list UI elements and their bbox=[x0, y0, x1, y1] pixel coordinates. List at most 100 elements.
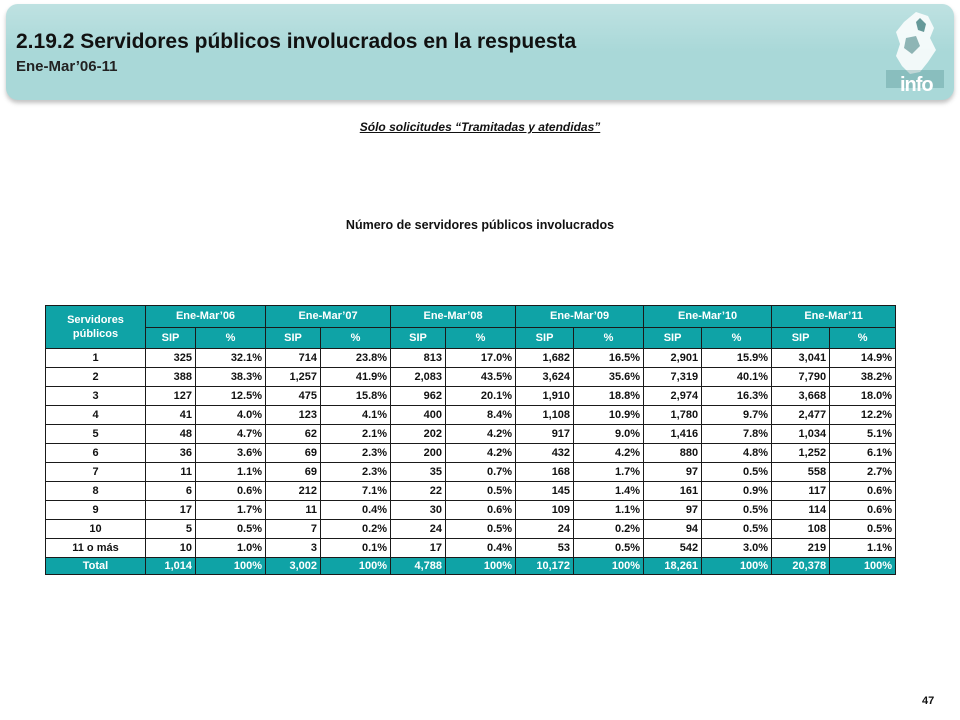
sip-cell: 145 bbox=[515, 481, 575, 501]
percent-cell: 1.7% bbox=[194, 500, 267, 520]
percent-cell: 1.1% bbox=[194, 462, 267, 482]
percent-cell: 1.4% bbox=[573, 481, 645, 501]
page-title: 2.19.2 Servidores públicos involucrados … bbox=[16, 30, 577, 53]
table-row: 4 41 4.0% 123 4.1% 400 8.4% 1,108 10.9% 1,780 9.7%… bbox=[45, 405, 897, 425]
sip-cell: 168 bbox=[515, 462, 575, 482]
sip-cell: 69 bbox=[265, 462, 322, 482]
sip-cell: 10,172 bbox=[515, 557, 575, 575]
period-header: Ene-Mar’07 bbox=[265, 305, 392, 328]
percent-cell: 100% bbox=[320, 557, 392, 575]
percent-cell: 20.1% bbox=[445, 386, 517, 406]
period-header: Ene-Mar’06 bbox=[144, 305, 267, 328]
percent-cell: 18.8% bbox=[573, 386, 645, 406]
percent-cell: 0.6% bbox=[829, 500, 897, 520]
sip-cell: 41 bbox=[145, 405, 196, 425]
period-header: Ene-Mar’11 bbox=[771, 305, 897, 328]
sip-subheader: SIP bbox=[771, 326, 831, 349]
sip-cell: 2,083 bbox=[390, 367, 447, 387]
sip-cell: 127 bbox=[145, 386, 196, 406]
sip-cell: 1,252 bbox=[771, 443, 831, 463]
percent-cell: 3.6% bbox=[194, 443, 267, 463]
percent-cell: 43.5% bbox=[445, 367, 517, 387]
table-row: 3 127 12.5% 475 15.8% 962 20.1% 1,910 18.8% 2,974… bbox=[45, 386, 897, 406]
sip-cell: 117 bbox=[771, 481, 831, 501]
percent-cell: 16.3% bbox=[701, 386, 773, 406]
percent-cell: 38.2% bbox=[829, 367, 897, 387]
percent-cell: 0.9% bbox=[701, 481, 773, 501]
table-row: 1 325 32.1% 714 23.8% 813 17.0% 1,682 16.5% 2,901… bbox=[45, 348, 897, 368]
sip-cell: 2,477 bbox=[771, 405, 831, 425]
percent-cell: 1.1% bbox=[829, 538, 897, 558]
sip-cell: 109 bbox=[515, 500, 575, 520]
sip-cell: 6 bbox=[145, 481, 196, 501]
table-row: 11 o más 10 1.0% 3 0.1% 17 0.4% 53 0.5% 542 3.0% 21… bbox=[45, 538, 897, 558]
sip-cell: 11 bbox=[265, 500, 322, 520]
sip-cell: 1,108 bbox=[515, 405, 575, 425]
sip-cell: 69 bbox=[265, 443, 322, 463]
percent-cell: 41.9% bbox=[320, 367, 392, 387]
percent-cell: 0.1% bbox=[320, 538, 392, 558]
sip-subheader: SIP bbox=[515, 326, 575, 349]
percent-cell: 100% bbox=[445, 557, 517, 575]
percent-subheader: % bbox=[573, 326, 645, 349]
percent-subheader: % bbox=[194, 326, 267, 349]
percent-cell: 0.6% bbox=[829, 481, 897, 501]
percent-cell: 0.4% bbox=[445, 538, 517, 558]
sip-cell: 24 bbox=[515, 519, 575, 539]
sip-cell: 542 bbox=[643, 538, 703, 558]
filter-note: Sólo solicitudes “Tramitadas y atendidas… bbox=[359, 120, 601, 134]
percent-cell: 9.0% bbox=[573, 424, 645, 444]
sip-cell: 388 bbox=[145, 367, 196, 387]
map-emblem-icon bbox=[886, 12, 944, 88]
period-header: Ene-Mar’10 bbox=[643, 305, 773, 328]
sip-cell: 11 bbox=[145, 462, 196, 482]
sip-cell: 558 bbox=[771, 462, 831, 482]
percent-cell: 0.5% bbox=[573, 538, 645, 558]
percent-cell: 7.8% bbox=[701, 424, 773, 444]
percent-cell: 100% bbox=[829, 557, 897, 575]
table-row: 9 17 1.7% 11 0.4% 30 0.6% 109 1.1% 97 0.5% 114 0.6% bbox=[45, 500, 897, 520]
sip-cell: 22 bbox=[390, 481, 447, 501]
percent-subheader: % bbox=[829, 326, 897, 349]
table-row: 5 48 4.7% 62 2.1% 202 4.2% 917 9.0% 1,416 7.8% 1,03… bbox=[45, 424, 897, 444]
table-row: 2 388 38.3% 1,257 41.9% 2,083 43.5% 3,624 35.6% 7… bbox=[45, 367, 897, 387]
sip-cell: 97 bbox=[643, 462, 703, 482]
row-label: 1 bbox=[45, 348, 146, 368]
percent-cell: 35.6% bbox=[573, 367, 645, 387]
sip-cell: 108 bbox=[771, 519, 831, 539]
info-logo: info bbox=[876, 10, 948, 96]
percent-cell: 4.7% bbox=[194, 424, 267, 444]
sip-cell: 53 bbox=[515, 538, 575, 558]
sip-cell: 1,910 bbox=[515, 386, 575, 406]
percent-cell: 0.5% bbox=[701, 462, 773, 482]
row-label: 5 bbox=[45, 424, 146, 444]
percent-subheader: % bbox=[445, 326, 517, 349]
sip-cell: 2,901 bbox=[643, 348, 703, 368]
total-row: Total 1,014 100% 3,002 100% 4,788 100% 10,172 10… bbox=[45, 557, 897, 575]
sip-cell: 114 bbox=[771, 500, 831, 520]
sip-cell: 714 bbox=[265, 348, 322, 368]
percent-cell: 38.3% bbox=[194, 367, 267, 387]
percent-cell: 0.6% bbox=[445, 500, 517, 520]
percent-cell: 4.2% bbox=[573, 443, 645, 463]
percent-cell: 32.1% bbox=[194, 348, 267, 368]
row-label: 8 bbox=[45, 481, 146, 501]
percent-cell: 14.9% bbox=[829, 348, 897, 368]
percent-cell: 0.5% bbox=[829, 519, 897, 539]
sip-cell: 7 bbox=[265, 519, 322, 539]
period-header: Ene-Mar’09 bbox=[515, 305, 645, 328]
sip-cell: 7,790 bbox=[771, 367, 831, 387]
sip-cell: 962 bbox=[390, 386, 447, 406]
row-label: 10 bbox=[45, 519, 146, 539]
sub-header-row: SIP% SIP% SIP% SIP% SIP% SIP% bbox=[46, 326, 897, 349]
percent-cell: 10.9% bbox=[573, 405, 645, 425]
sip-cell: 48 bbox=[145, 424, 196, 444]
sip-cell: 3,041 bbox=[771, 348, 831, 368]
row-label: 3 bbox=[45, 386, 146, 406]
sip-cell: 400 bbox=[390, 405, 447, 425]
sip-cell: 325 bbox=[145, 348, 196, 368]
sip-cell: 1,014 bbox=[145, 557, 196, 575]
percent-cell: 40.1% bbox=[701, 367, 773, 387]
sip-cell: 3,002 bbox=[265, 557, 322, 575]
sip-cell: 3 bbox=[265, 538, 322, 558]
